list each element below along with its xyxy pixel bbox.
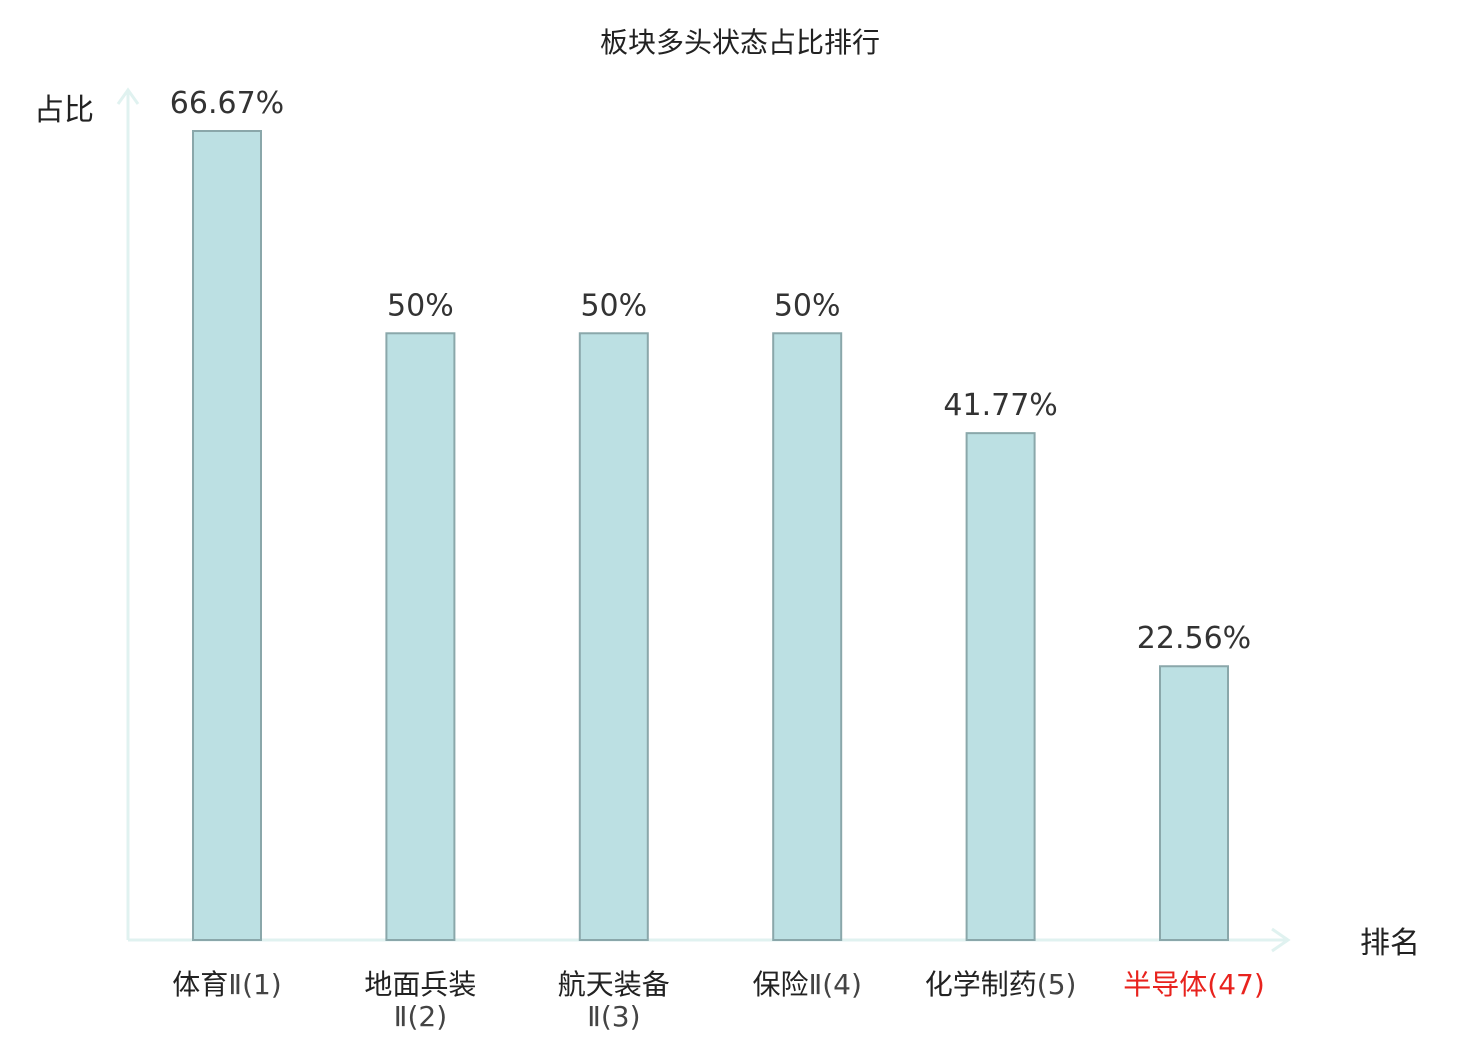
chart-title: 板块多头状态占比排行 bbox=[600, 26, 880, 59]
y-axis-label: 占比 bbox=[34, 93, 94, 128]
bars-group bbox=[192, 130, 1229, 942]
category-rank-2: Ⅱ(2) bbox=[394, 1000, 447, 1033]
category-rank-3: Ⅱ(3) bbox=[587, 1000, 640, 1033]
data-label-6: 22.56% bbox=[1137, 621, 1251, 656]
bar-3 bbox=[578, 332, 649, 941]
data-label-1: 66.67% bbox=[170, 86, 284, 121]
category-label-6: 半导体(47) bbox=[1123, 968, 1265, 1001]
bar-5 bbox=[965, 432, 1036, 941]
bar-4 bbox=[772, 332, 843, 941]
data-label-2: 50% bbox=[387, 288, 454, 323]
category-label-1: 体育Ⅱ(1) bbox=[172, 968, 281, 1001]
category-label-3: 航天装备 bbox=[558, 968, 670, 1001]
category-label-2: 地面兵装 bbox=[364, 968, 476, 1001]
y-axis-arrow bbox=[116, 87, 140, 105]
category-label-4: 保险Ⅱ(4) bbox=[752, 968, 861, 1001]
bar-6 bbox=[1159, 665, 1229, 942]
data-label-3: 50% bbox=[580, 288, 647, 323]
bar-2 bbox=[385, 332, 456, 941]
category-label-5: 化学制药(5) bbox=[925, 968, 1077, 1001]
bar-1 bbox=[192, 130, 262, 941]
x-axis-arrow bbox=[1271, 927, 1291, 953]
data-label-5: 41.77% bbox=[943, 388, 1057, 423]
data-label-4: 50% bbox=[774, 288, 841, 323]
x-axis-label: 排名 bbox=[1360, 926, 1420, 961]
